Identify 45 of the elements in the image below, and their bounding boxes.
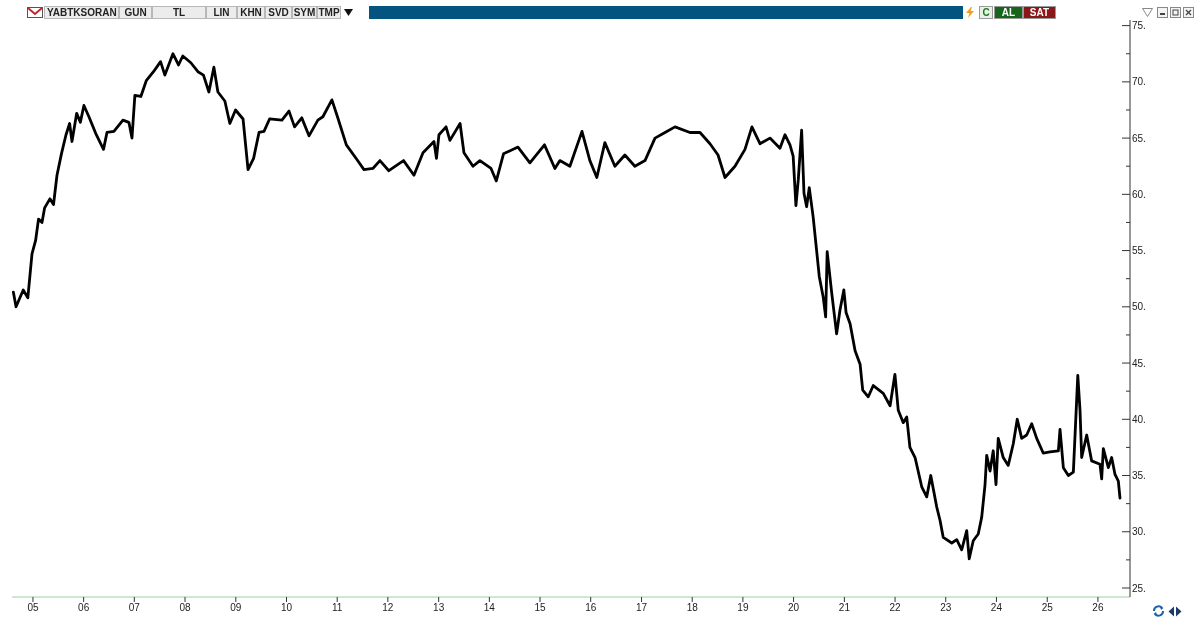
line-series [12,52,1122,561]
x-tick-label: 11 [331,602,343,613]
x-tick-label: 20 [788,602,800,613]
text: TMP [318,7,340,18]
x-tick-label: 25 [1041,602,1054,613]
x-tick-label: 26 [1092,602,1104,613]
x-tick-label: 17 [635,602,648,613]
text: GUN [124,7,147,18]
x-tick-label: 16 [585,602,597,613]
x-tick-label: 19 [737,602,749,613]
x-tick-label: 06 [78,602,90,613]
text: C [982,7,990,18]
y-tick-label: 70. [1132,76,1146,88]
text: LIN [213,7,230,18]
y-tick-label: 75. [1132,20,1146,32]
x-tick-label: 09 [230,602,242,613]
text: SYM [293,7,316,18]
chart-title: YABTKSORAN [47,7,117,18]
y-tick-label: 60. [1132,188,1146,200]
y-tick-label: 65. [1132,132,1146,144]
x-tick-label: 12 [382,602,394,613]
text: SAT [1029,7,1050,18]
text: SVD [268,7,289,18]
x-tick-label: 14 [483,602,496,613]
x-tick-label: 21 [838,602,851,613]
y-tick-label: 50. [1132,301,1146,313]
x-tick-label: 18 [686,602,699,613]
y-tick-label: 45. [1132,357,1146,369]
text: KHN [240,7,262,18]
y-tick-label: 35. [1132,470,1146,482]
text: AL [1001,7,1016,18]
x-tick-label: 10 [280,602,293,613]
x-tick-label: 23 [940,602,952,613]
text: TL [172,7,186,18]
y-tick-label: 55. [1132,245,1146,257]
y-tick-label: 40. [1132,413,1146,425]
x-tick-label: 05 [27,602,39,613]
x-tick-label: 08 [179,602,191,613]
x-tick-label: 07 [128,602,141,613]
x-tick-label: 15 [534,602,547,613]
y-tick-label: 25. [1132,582,1146,594]
x-tick-label: 13 [433,602,445,613]
x-tick-label: 24 [990,602,1003,613]
y-tick-label: 30. [1132,526,1146,538]
x-tick-label: 22 [889,602,902,613]
